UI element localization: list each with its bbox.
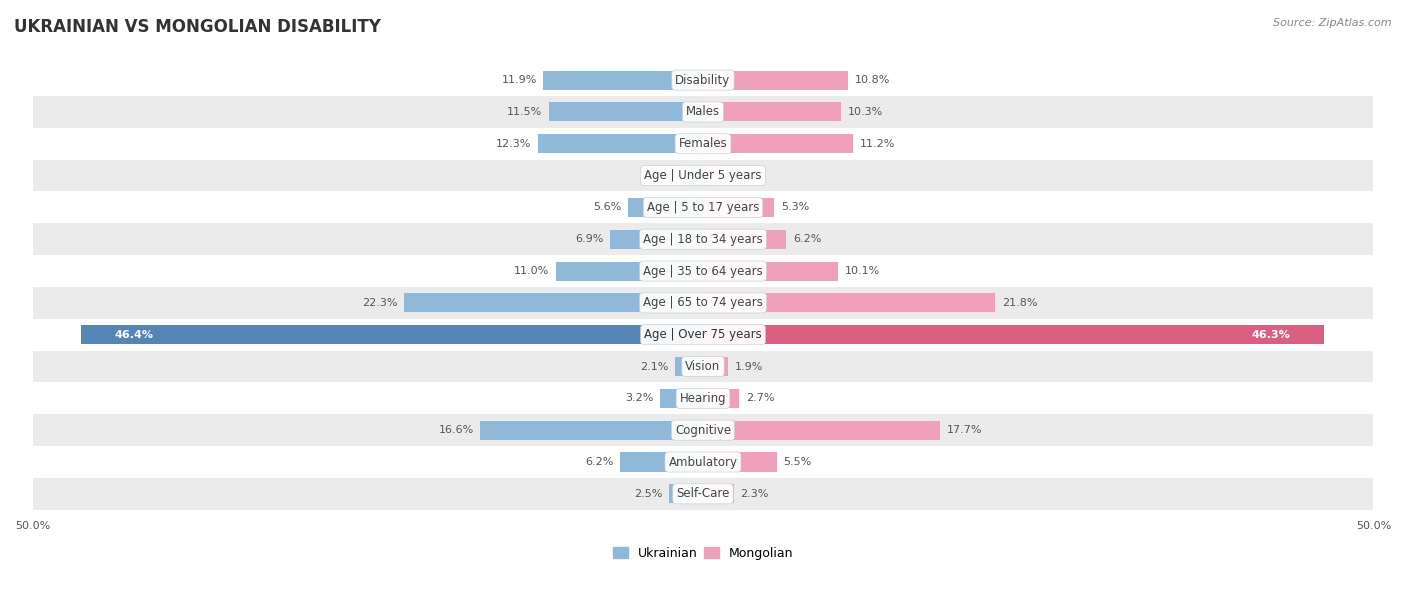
Text: UKRAINIAN VS MONGOLIAN DISABILITY: UKRAINIAN VS MONGOLIAN DISABILITY [14, 18, 381, 36]
Text: Source: ZipAtlas.com: Source: ZipAtlas.com [1274, 18, 1392, 28]
Bar [703, 357, 728, 376]
Text: Females: Females [679, 137, 727, 151]
Bar [32, 128, 1374, 160]
Text: Age | Over 75 years: Age | Over 75 years [644, 328, 762, 341]
Bar [703, 484, 734, 504]
Bar [686, 166, 703, 185]
Bar [32, 64, 1374, 96]
Text: Age | 5 to 17 years: Age | 5 to 17 years [647, 201, 759, 214]
Text: Age | Under 5 years: Age | Under 5 years [644, 169, 762, 182]
Text: 5.3%: 5.3% [780, 203, 808, 212]
Text: 1.3%: 1.3% [651, 171, 679, 181]
Text: 11.0%: 11.0% [513, 266, 548, 276]
Bar [32, 382, 1374, 414]
Text: 6.2%: 6.2% [585, 457, 613, 467]
Text: 11.9%: 11.9% [502, 75, 537, 85]
Text: Disability: Disability [675, 73, 731, 87]
Text: Ambulatory: Ambulatory [668, 455, 738, 469]
Bar [548, 102, 703, 122]
Bar [703, 389, 740, 408]
Text: 2.7%: 2.7% [747, 394, 775, 403]
Bar [32, 192, 1374, 223]
Bar [703, 102, 841, 122]
Text: 17.7%: 17.7% [948, 425, 983, 435]
Text: 46.3%: 46.3% [1251, 330, 1291, 340]
Bar [703, 452, 776, 472]
Bar [32, 223, 1374, 255]
Text: 3.2%: 3.2% [626, 394, 654, 403]
Bar [669, 484, 703, 504]
Bar [620, 452, 703, 472]
Bar [703, 230, 786, 249]
Bar [703, 420, 941, 440]
Text: 2.5%: 2.5% [634, 489, 662, 499]
Text: Vision: Vision [685, 360, 721, 373]
Bar [659, 389, 703, 408]
Text: 6.2%: 6.2% [793, 234, 821, 244]
Text: 6.9%: 6.9% [575, 234, 603, 244]
Text: Age | 18 to 34 years: Age | 18 to 34 years [643, 233, 763, 246]
Bar [32, 351, 1374, 382]
Bar [32, 287, 1374, 319]
Text: Males: Males [686, 105, 720, 119]
Bar [544, 70, 703, 90]
Text: 22.3%: 22.3% [361, 298, 398, 308]
Bar [32, 319, 1374, 351]
Text: 10.1%: 10.1% [845, 266, 880, 276]
Bar [32, 255, 1374, 287]
Bar [703, 134, 853, 154]
Bar [675, 357, 703, 376]
Text: 10.3%: 10.3% [848, 107, 883, 117]
Bar [32, 446, 1374, 478]
Legend: Ukrainian, Mongolian: Ukrainian, Mongolian [607, 542, 799, 565]
Bar [32, 478, 1374, 510]
Bar [32, 160, 1374, 192]
Bar [703, 166, 717, 185]
Bar [703, 293, 995, 313]
Text: Age | 35 to 64 years: Age | 35 to 64 years [643, 264, 763, 278]
Bar [555, 261, 703, 281]
Text: 11.2%: 11.2% [860, 139, 896, 149]
Text: 1.1%: 1.1% [724, 171, 752, 181]
Text: 21.8%: 21.8% [1002, 298, 1038, 308]
Bar [703, 70, 848, 90]
Bar [32, 414, 1374, 446]
Bar [610, 230, 703, 249]
Text: 2.3%: 2.3% [741, 489, 769, 499]
Text: Age | 65 to 74 years: Age | 65 to 74 years [643, 296, 763, 310]
Bar [481, 420, 703, 440]
Text: 1.9%: 1.9% [735, 362, 763, 371]
Bar [538, 134, 703, 154]
Text: Cognitive: Cognitive [675, 424, 731, 437]
Text: 10.8%: 10.8% [855, 75, 890, 85]
Text: 5.6%: 5.6% [593, 203, 621, 212]
Text: 46.4%: 46.4% [114, 330, 153, 340]
Bar [404, 293, 703, 313]
Bar [703, 261, 838, 281]
Text: 12.3%: 12.3% [496, 139, 531, 149]
Bar [82, 325, 703, 345]
Bar [703, 198, 775, 217]
Text: 2.1%: 2.1% [640, 362, 668, 371]
Text: Self-Care: Self-Care [676, 487, 730, 501]
Text: 5.5%: 5.5% [783, 457, 811, 467]
Bar [703, 325, 1324, 345]
Bar [32, 96, 1374, 128]
Text: 11.5%: 11.5% [506, 107, 543, 117]
Text: Hearing: Hearing [679, 392, 727, 405]
Bar [628, 198, 703, 217]
Text: 16.6%: 16.6% [439, 425, 474, 435]
